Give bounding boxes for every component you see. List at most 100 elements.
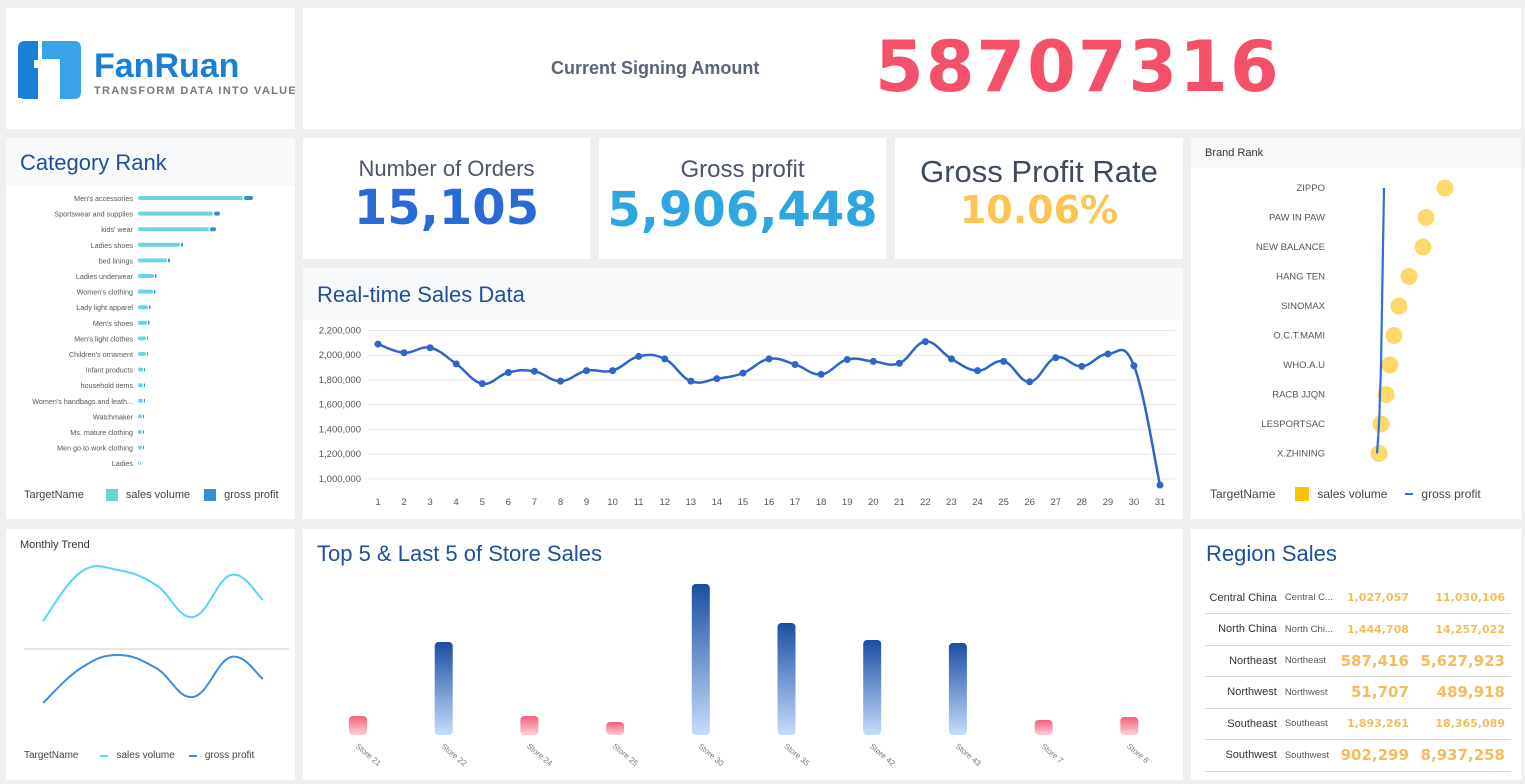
sales-volume-bar: [138, 227, 209, 232]
x-tick-label: 9: [584, 497, 589, 508]
y-tick-label: 1,600,000: [319, 400, 361, 411]
gross-profit-swatch: [188, 754, 197, 757]
realtime-sales-chart: 1,000,000 1,200,000 1,400,000 1,600,000 1,80…: [319, 325, 1175, 508]
data-point: [426, 344, 434, 352]
region-value-a: 1,893,261: [1335, 708, 1415, 740]
sales-volume-bar: [138, 196, 243, 200]
store-bar: [606, 722, 625, 735]
data-point: [1052, 354, 1060, 362]
store-bar: [349, 716, 367, 735]
brand-label: HANG TEN: [1276, 272, 1325, 283]
data-point: [1026, 378, 1034, 386]
legend-sales-volume: sales volume: [125, 489, 191, 501]
region-value-b: 18,365,089: [1414, 708, 1511, 740]
sales-volume-swatch: [100, 754, 109, 757]
gross-profit-bar: [144, 383, 145, 388]
monthly-trend-legend: TargetName sales volume gross profit: [24, 750, 254, 761]
gross-profit-line: [42, 653, 264, 704]
region-short-name: Northwest: [1282, 676, 1336, 709]
store-bar: [777, 623, 796, 735]
store-label: Store 22: [439, 742, 468, 769]
sales-volume-line: [42, 565, 264, 622]
store-label: Store 35: [782, 742, 811, 769]
store-label: Store 43: [954, 742, 983, 769]
region-value-b: 11,030,106: [1414, 582, 1511, 614]
region-value-b: 489,918: [1414, 676, 1511, 709]
region-short-name: North Chi...: [1282, 613, 1336, 646]
sales-volume-bubble: [1436, 179, 1454, 197]
sales-volume-bubble: [1370, 445, 1388, 462]
sales-volume-bar: [138, 367, 143, 372]
gross-profit-bar: [143, 430, 144, 434]
data-point: [452, 360, 460, 368]
sales-volume-bar: [138, 242, 180, 247]
x-tick-label: 30: [1129, 497, 1140, 508]
data-point: [556, 377, 564, 385]
gross-profit-bar: [181, 242, 183, 247]
region-sales-panel: Region Sales Central China Central C... …: [1191, 529, 1521, 780]
x-tick-label: 24: [972, 497, 983, 508]
gross-profit-bar: [143, 445, 144, 450]
sales-volume-bar: [138, 352, 146, 356]
category-rank-legend: TargetName sales volume gross profit: [24, 489, 279, 501]
data-point: [609, 367, 617, 375]
gross-profit-bar: [168, 258, 170, 263]
x-tick-label: 15: [738, 497, 749, 508]
sales-volume-bubble: [1414, 238, 1432, 256]
brand-label: O.C.T.MAMI: [1273, 331, 1325, 342]
signing-amount-value: 58707316: [875, 26, 1281, 108]
region-value-b: 5,627,923: [1414, 645, 1511, 677]
x-tick-label: 8: [558, 497, 563, 508]
region-value-a: 902,299: [1335, 739, 1415, 772]
brand-rank-chart: ZIPPO PAW IN PAW NEW BALANCE HANG TEN SINOMA…: [1256, 179, 1454, 462]
region-value-a: 1,027,057: [1335, 582, 1415, 614]
data-point: [869, 357, 877, 365]
kpi-label: Gross Profit Rate: [920, 154, 1158, 189]
sales-line: [377, 340, 1162, 486]
gross-profit-bar: [143, 414, 144, 419]
gross-profit-bar: [155, 274, 157, 278]
sales-volume-bubble: [1372, 415, 1390, 433]
legend-gross-profit: gross profit: [1421, 487, 1481, 501]
region-name: Northeast: [1205, 645, 1283, 677]
region-name: Central China: [1205, 582, 1283, 614]
region-value-a: 1,444,708: [1335, 613, 1415, 646]
data-point: [478, 380, 486, 388]
category-label: Ladies shoes: [91, 241, 134, 250]
legend-sales-volume: sales volume: [116, 750, 175, 761]
category-label: infant products: [86, 366, 134, 375]
store-bar: [1034, 720, 1053, 735]
region-value-b: 14,257,022: [1414, 613, 1511, 646]
region-value-a: 51,707: [1335, 676, 1415, 709]
category-label: kids' wear: [101, 225, 133, 234]
data-point: [400, 349, 408, 357]
store-bar: [948, 643, 967, 735]
x-tick-label: 27: [1050, 497, 1061, 508]
sales-volume-bar: [138, 305, 148, 310]
region-short-name: Central C...: [1282, 582, 1336, 614]
monthly-trend-chart: [24, 565, 289, 704]
region-sales-title: Region Sales: [1206, 541, 1337, 566]
sales-volume-bar: [138, 274, 154, 278]
x-tick-label: 25: [998, 497, 1009, 508]
data-point: [1130, 362, 1138, 370]
data-point: [817, 370, 825, 378]
sales-volume-swatch: [105, 489, 118, 501]
gross-profit-bar: [244, 196, 253, 200]
sales-volume-bar: [138, 461, 139, 466]
x-tick-label: 20: [868, 497, 879, 508]
x-tick-label: 31: [1155, 497, 1166, 508]
gross-profit-bar: [149, 305, 151, 310]
x-tick-label: 10: [607, 497, 618, 508]
data-point: [739, 369, 747, 377]
brand-rank-panel: Brand Rank ZIPPO PAW IN PAW NEW BALANCE HAN…: [1191, 138, 1521, 519]
x-tick-label: 7: [532, 497, 537, 508]
legend-title: TargetName: [24, 489, 84, 501]
store-bar: [520, 716, 539, 735]
category-label: Ms. mature clothing: [70, 428, 133, 437]
region-name: Southeast: [1205, 708, 1283, 740]
realtime-sales-panel: Real-time Sales Data 1,000,000 1,200,000 1…: [303, 268, 1183, 519]
category-label: Women's clothing: [77, 288, 133, 297]
region-name: North China: [1205, 613, 1283, 646]
data-point: [947, 355, 955, 363]
